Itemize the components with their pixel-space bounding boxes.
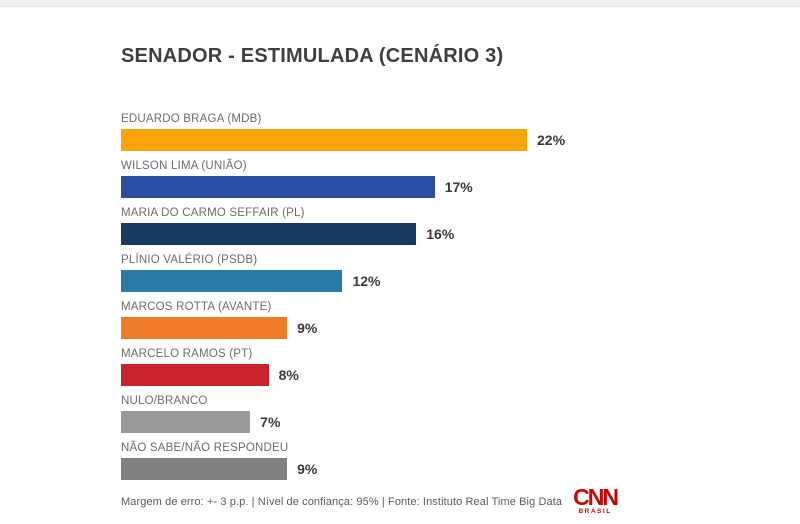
bar-value-label: 7% [260, 414, 281, 430]
bar-line: 12% [121, 270, 565, 292]
bar-line: 7% [121, 411, 565, 433]
bar-line: 9% [121, 317, 565, 339]
bar-row: EDUARDO BRAGA (MDB) 22% [121, 112, 565, 151]
bar-row: NÃO SABE/NÃO RESPONDEU 9% [121, 441, 565, 480]
bar-category-label: MARCOS ROTTA (AVANTE) [121, 301, 272, 313]
bar-line: 16% [121, 223, 565, 245]
bar-category-label: MARIA DO CARMO SEFFAIR (PL) [121, 207, 305, 219]
bar-value-label: 17% [444, 179, 473, 195]
bar-row: MARCOS ROTTA (AVANTE) 9% [121, 300, 565, 339]
bar [121, 176, 435, 198]
bar-row: PLÍNIO VALÉRIO (PSDB) 12% [121, 253, 565, 292]
bar-category-label: WILSON LIMA (UNIÃO) [121, 160, 247, 172]
footer: Margem de erro: +- 3 p.p. | Nível de con… [121, 484, 619, 516]
bar-line: 17% [121, 176, 565, 198]
bar [121, 317, 288, 339]
bar-line: 22% [121, 129, 565, 151]
bar [121, 223, 417, 245]
bar-category-label: MARCELO RAMOS (PT) [121, 348, 253, 360]
bar-value-label: 8% [278, 367, 299, 383]
bar-value-label: 9% [297, 320, 318, 336]
cnn-logo-text: CNN [573, 484, 619, 510]
bar [121, 364, 269, 386]
bar [121, 411, 251, 433]
bar-line: 8% [121, 364, 565, 386]
bar-row: NULO/BRANCO 7% [121, 394, 565, 433]
bar-category-label: NÃO SABE/NÃO RESPONDEU [121, 442, 289, 454]
bar-row: MARCELO RAMOS (PT) 8% [121, 347, 565, 386]
bar-category-label: NULO/BRANCO [121, 395, 208, 407]
methodology-note: Margem de erro: +- 3 p.p. | Nível de con… [121, 496, 563, 508]
bar-category-label: PLÍNIO VALÉRIO (PSDB) [121, 254, 258, 266]
window-top-edge [0, 0, 800, 7]
bar-value-label: 12% [352, 273, 381, 289]
bar-line: 9% [121, 458, 565, 480]
bar-row: MARIA DO CARMO SEFFAIR (PL) 16% [121, 206, 565, 245]
bar-value-label: 9% [297, 461, 318, 477]
bar-row: WILSON LIMA (UNIÃO) 17% [121, 159, 565, 198]
bar-chart: EDUARDO BRAGA (MDB) 22% WILSON LIMA (UNIÃO… [121, 112, 565, 488]
bar-value-label: 22% [537, 132, 566, 148]
bar-category-label: EDUARDO BRAGA (MDB) [121, 113, 262, 125]
cnn-logo-region-text: BRASIL [578, 508, 612, 515]
bar [121, 270, 343, 292]
bar-value-label: 16% [426, 226, 455, 242]
bar [121, 129, 527, 151]
bar [121, 458, 288, 480]
chart-title: SENADOR - ESTIMULADA (CENÁRIO 3) [121, 45, 504, 67]
cnn-brasil-logo: CNN BRASIL [573, 484, 619, 516]
